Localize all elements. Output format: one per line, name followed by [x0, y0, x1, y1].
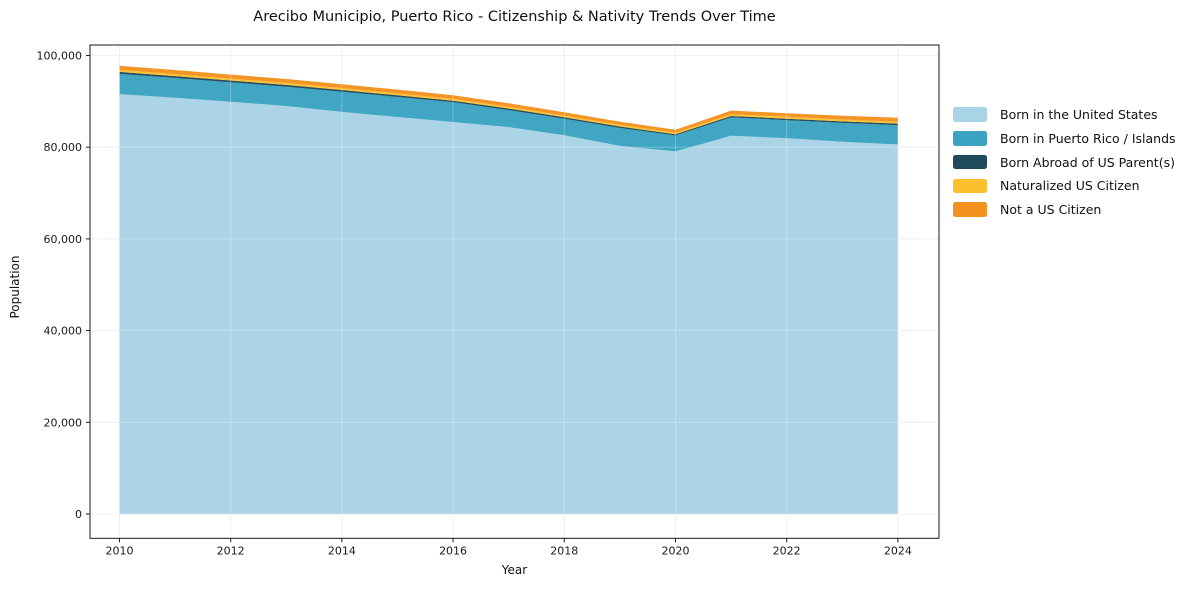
- legend-swatch-icon: [953, 154, 987, 170]
- legend-item-not-a-us-citizen: Not a US Citizen: [953, 202, 1176, 217]
- legend-item-born-in-puerto-rico-islands: Born in Puerto Rico / Islands: [953, 131, 1176, 146]
- legend: Born in the United States Born in Puerto …: [953, 107, 1176, 217]
- x-tick-label: 2020: [661, 544, 689, 557]
- area-band-naturalized-us-citizen: [119, 69, 898, 135]
- area-layer: [119, 65, 898, 514]
- x-tick-label: 2012: [217, 544, 245, 557]
- x-tick-label: 2024: [884, 544, 912, 557]
- legend-label: Born in Puerto Rico / Islands: [1000, 130, 1176, 146]
- legend-item-born-in-the-united-states: Born in the United States: [953, 107, 1176, 122]
- x-tick-label: 2014: [328, 544, 356, 557]
- legend-label: Born Abroad of US Parent(s): [1000, 154, 1175, 170]
- legend-swatch-icon: [953, 107, 987, 122]
- grid-overlay-layer: [90, 45, 939, 539]
- x-tick-label: 2016: [439, 544, 467, 557]
- plot-frame: [89, 44, 940, 539]
- legend-label: Naturalized US Citizen: [1000, 178, 1140, 194]
- x-axis-label: Year: [501, 563, 528, 577]
- x-tick-label: 2010: [105, 544, 133, 557]
- legend-item-naturalized-us-citizen: Naturalized US Citizen: [953, 178, 1176, 193]
- chart-title: Arecibo Municipio, Puerto Rico - Citizen…: [253, 9, 776, 25]
- legend-item-born-abroad-of-us-parent-s: Born Abroad of US Parent(s): [953, 155, 1176, 170]
- area-band-born-in-the-united-states: [119, 94, 898, 514]
- y-tick-label: 20,000: [44, 416, 83, 429]
- area-band-born-abroad-of-us-parent-s: [119, 71, 898, 136]
- legend-swatch-icon: [953, 131, 987, 146]
- y-tick-label: 80,000: [44, 141, 83, 154]
- axis-ticks: 0 20,000 40,000 60,000 80,000 100,000 2010 2012…: [37, 50, 912, 558]
- x-tick-label: 2022: [773, 544, 801, 557]
- x-tick-label: 2018: [550, 544, 578, 557]
- y-tick-label: 0: [75, 508, 82, 521]
- legend-label: Not a US Citizen: [1000, 202, 1102, 218]
- legend-swatch-icon: [953, 178, 987, 194]
- area-band-born-in-puerto-rico-islands: [119, 73, 898, 152]
- y-tick-label: 60,000: [44, 233, 83, 246]
- y-tick-label: 100,000: [37, 50, 83, 63]
- legend-label: Born in the United States: [1000, 107, 1158, 122]
- y-tick-label: 40,000: [44, 325, 83, 338]
- legend-swatch-icon: [953, 202, 987, 217]
- area-band-not-a-us-citizen: [119, 65, 898, 133]
